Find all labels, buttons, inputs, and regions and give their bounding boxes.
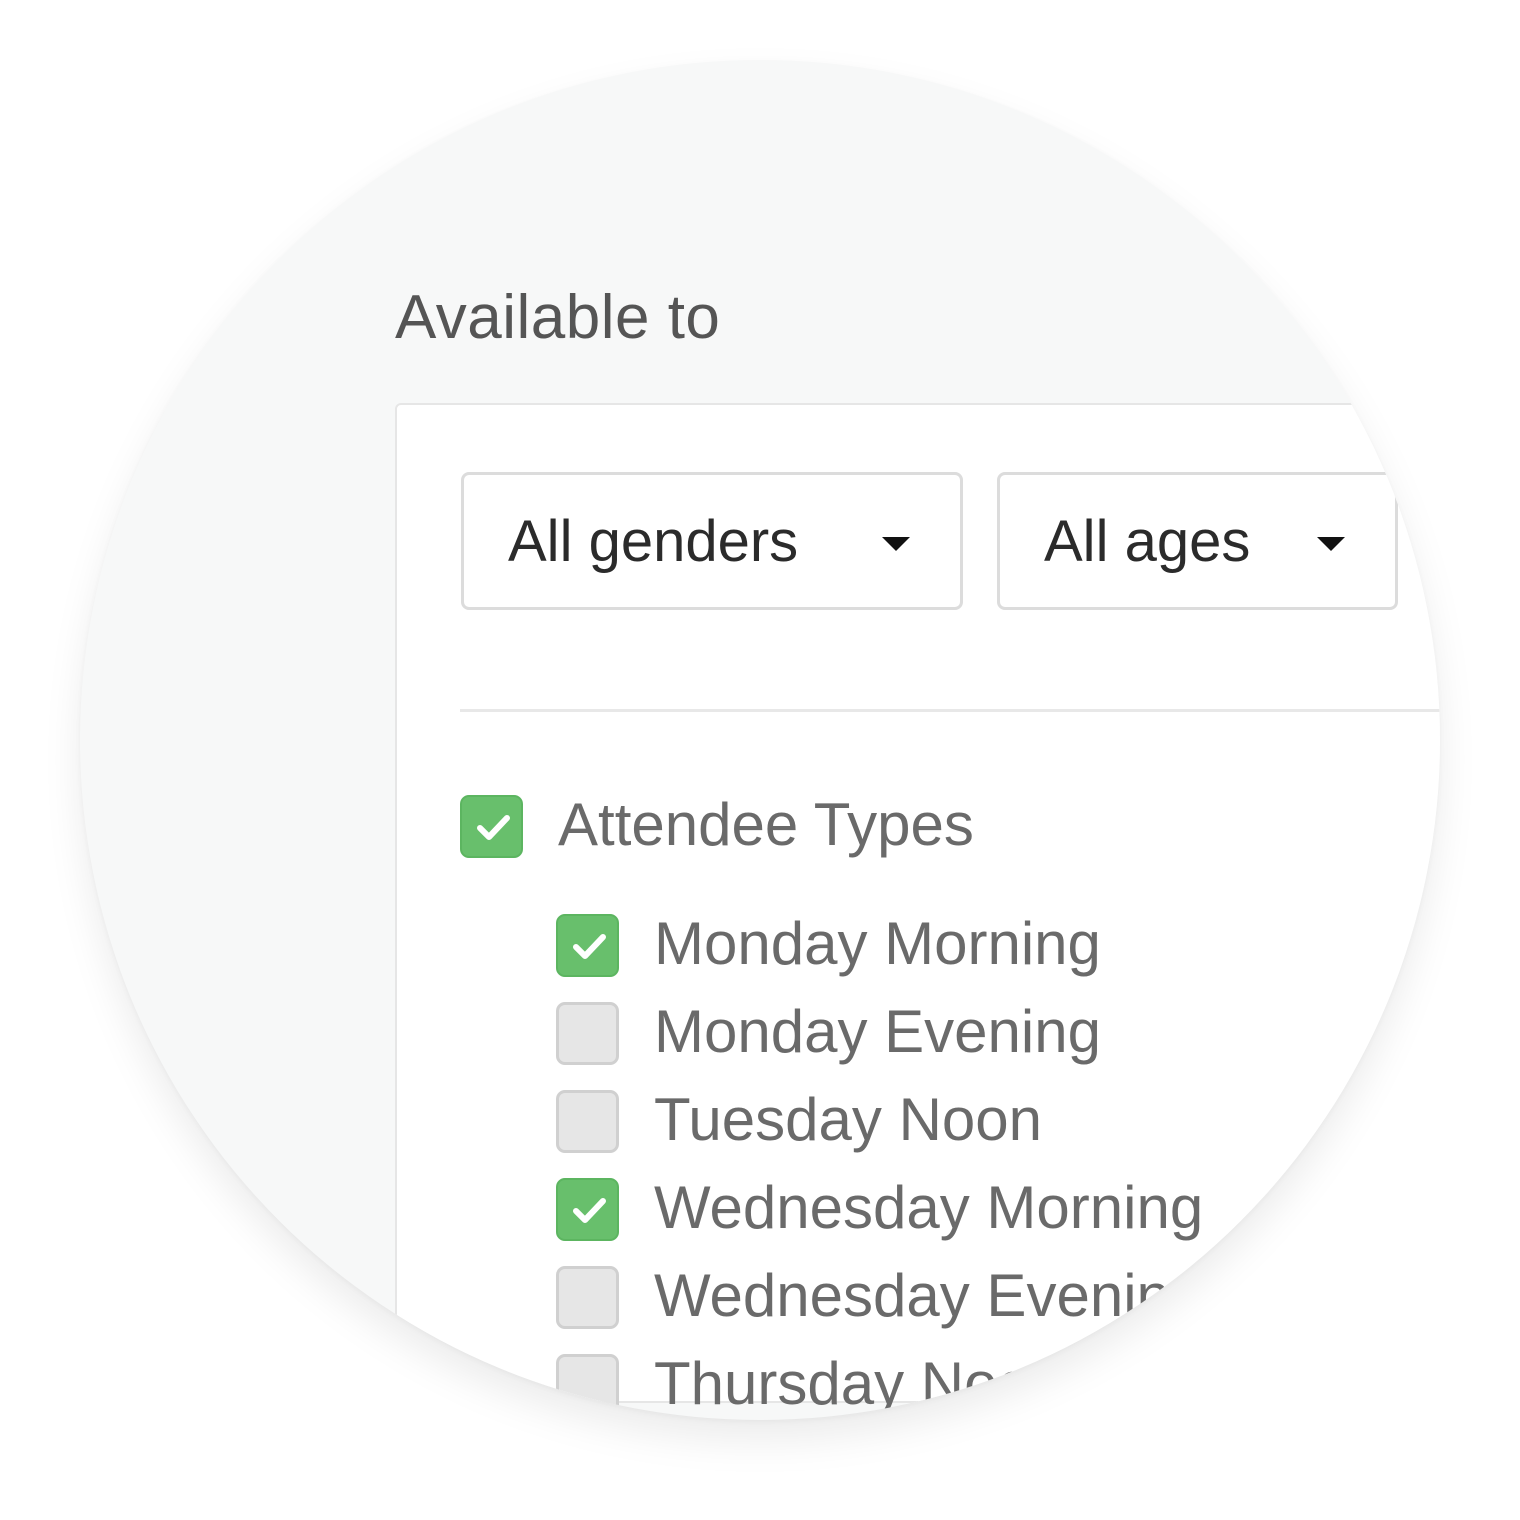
attendee-type-label[interactable]: Tuesday Noon [654, 1086, 1043, 1153]
checkmark-icon [477, 815, 510, 840]
attendee-type-label[interactable]: Wednesday Evening [654, 1262, 1204, 1329]
attendee-type-checkbox[interactable] [556, 1354, 619, 1417]
attendee-type-checkbox[interactable] [556, 1178, 619, 1241]
age-select[interactable]: All ages [997, 472, 1398, 610]
age-select-value: All ages [1044, 508, 1251, 574]
gender-select-value: All genders [508, 508, 799, 574]
attendee-type-label[interactable]: Monday Morning [654, 910, 1101, 977]
attendee-type-checkbox[interactable] [556, 1266, 619, 1329]
attendee-type-checkbox[interactable] [556, 1002, 619, 1065]
caret-down-icon [1317, 537, 1345, 551]
divider [460, 709, 1440, 712]
magnifier-lens: Available to All genders All ages Attend… [80, 60, 1440, 1420]
checkmark-icon [573, 934, 606, 959]
attendee-types-checkbox[interactable] [460, 795, 523, 858]
attendee-type-label[interactable]: Wednesday Morning [654, 1174, 1204, 1241]
gender-select[interactable]: All genders [461, 472, 963, 610]
section-title: Available to [395, 283, 721, 352]
caret-down-icon [882, 537, 910, 551]
attendee-type-checkbox[interactable] [556, 914, 619, 977]
attendee-type-checkbox[interactable] [556, 1090, 619, 1153]
checkmark-icon [573, 1198, 606, 1223]
attendee-type-label[interactable]: Monday Evening [654, 998, 1101, 1065]
lens-content: Available to All genders All ages Attend… [80, 60, 1440, 1420]
attendee-type-label[interactable]: Thursday Noon [654, 1350, 1065, 1417]
attendee-types-label[interactable]: Attendee Types [558, 791, 974, 858]
